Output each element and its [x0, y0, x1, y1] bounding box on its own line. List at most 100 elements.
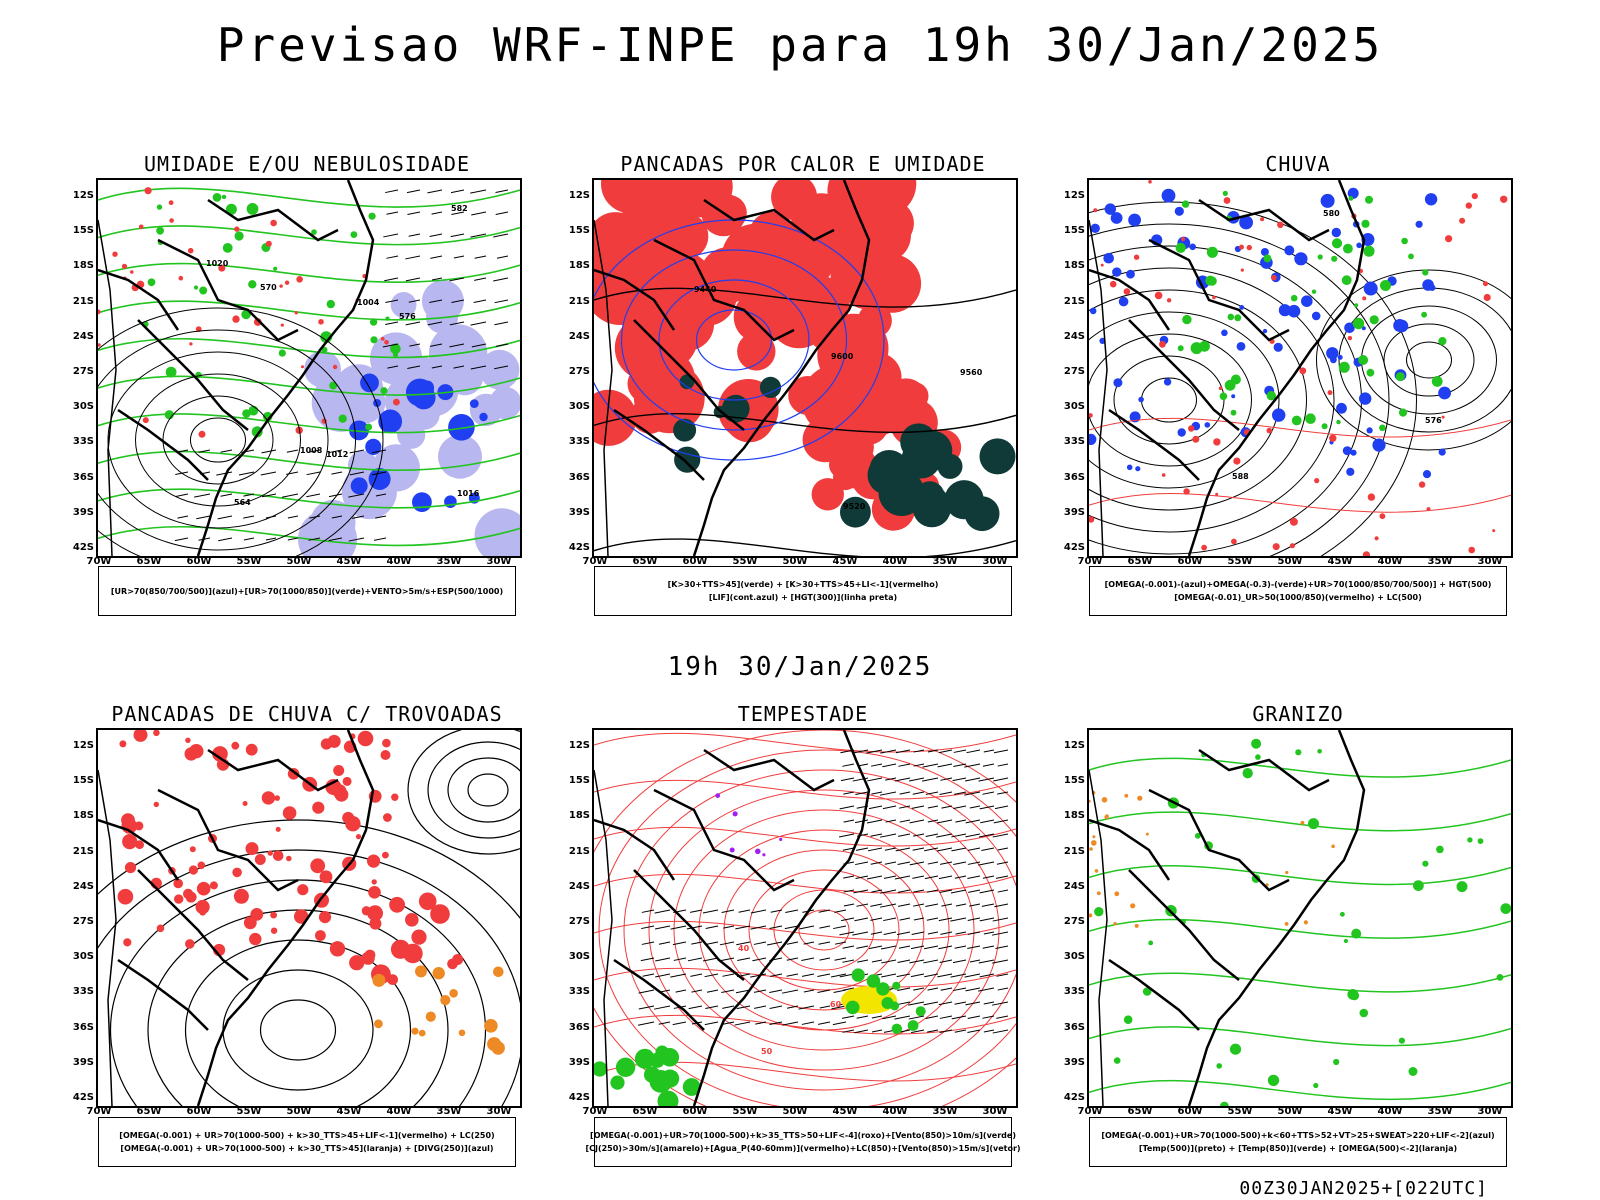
- wind-vector: [430, 255, 443, 259]
- wind-vector: [854, 917, 869, 922]
- wind-vector: [927, 819, 939, 823]
- latitude-label: 12S: [568, 740, 590, 751]
- panel-legend: [OMEGA(-0.001)+UR>70(1000-500)+k>35_TTS>…: [585, 1117, 1021, 1167]
- pressure-contour: [98, 329, 356, 551]
- latitude-label: 21S: [568, 295, 590, 307]
- omega-strong-area: [1227, 313, 1235, 321]
- omega-500-area: [1331, 844, 1335, 849]
- west-coastline: [1089, 769, 1108, 1106]
- longitude-label: 30W: [1477, 556, 1503, 567]
- thunderstorm-area: [275, 826, 281, 832]
- instability-area: [594, 389, 637, 446]
- hgt-contour: [1383, 323, 1475, 397]
- wind-vector: [286, 471, 299, 475]
- rain-area: [1148, 180, 1152, 184]
- wind-vector: [786, 941, 799, 945]
- humidity-patch: [365, 423, 373, 431]
- rain-area: [1266, 427, 1273, 434]
- thickness-patch: [380, 337, 385, 341]
- wind-vector: [883, 931, 897, 935]
- latitude-label: 24S: [568, 880, 590, 892]
- omega-500-area: [1145, 832, 1149, 836]
- state-border: [137, 869, 249, 981]
- wind-vector: [978, 777, 995, 782]
- severe-storm-area: [762, 853, 766, 857]
- rain-area: [1468, 546, 1475, 554]
- legend-line: [OMEGA(-0.001)+UR>70(1000-500)+k<60+TTS>…: [1101, 1131, 1495, 1140]
- humidity-patch: [338, 414, 347, 423]
- thunderstorm-area: [249, 932, 262, 946]
- wind-vector: [992, 959, 1009, 964]
- wind-vector: [897, 889, 911, 893]
- wind-vector: [952, 777, 967, 782]
- wind-vector: [306, 493, 321, 498]
- omega-area: [1438, 448, 1446, 456]
- pressure-contour: [135, 373, 301, 507]
- wind-vector: [451, 299, 465, 304]
- wind-vector: [831, 1005, 847, 1010]
- wind-vector: [964, 763, 981, 768]
- wind-vector: [655, 957, 671, 962]
- rain-area: [1213, 438, 1221, 446]
- wind-vector: [927, 1029, 939, 1033]
- thunderstorm-area: [297, 884, 309, 896]
- rain-area: [1231, 538, 1237, 545]
- humidity-patch: [147, 278, 156, 287]
- forecast-map-panel: 9600 9520 9560 9440: [592, 178, 1018, 558]
- wind-vector: [927, 749, 939, 753]
- state-border: [1089, 268, 1171, 331]
- wind-vector: [923, 945, 939, 950]
- omega-strong-area: [1175, 242, 1186, 253]
- latitude-label: 42S: [568, 1092, 590, 1103]
- thunderstorm-area: [197, 861, 206, 870]
- wind-vector: [803, 989, 815, 993]
- wind-vector: [996, 861, 1009, 865]
- wind-vector: [375, 515, 387, 519]
- thunderstorm-area: [173, 878, 183, 889]
- wind-vector: [449, 277, 465, 282]
- wind-vector: [705, 925, 719, 929]
- wind-vector: [641, 909, 655, 913]
- wind-vector: [722, 1005, 735, 1009]
- omega-500-area: [1303, 920, 1308, 925]
- wind-vector: [909, 777, 925, 782]
- state-border: [1198, 748, 1330, 792]
- omega-strong-area: [1421, 311, 1427, 318]
- wind-vector: [924, 973, 939, 978]
- instability-area: [771, 180, 818, 220]
- wind-vector: [927, 987, 939, 991]
- thunderstorm-area: [382, 738, 391, 748]
- wind-vector: [882, 1015, 897, 1020]
- wind-vector: [983, 749, 995, 753]
- humidity-patch: [392, 352, 399, 358]
- wind-vector: [766, 941, 783, 946]
- wind-vector: [799, 925, 815, 930]
- omega-area: [1103, 252, 1114, 264]
- latitude-label: 27S: [1063, 916, 1085, 927]
- wind-vector: [670, 925, 687, 930]
- temp-850-contour: [1089, 972, 1511, 993]
- omega-area: [1239, 305, 1245, 310]
- thickness-patch: [393, 398, 400, 406]
- humidity-patch: [278, 349, 286, 357]
- moisture-area: [840, 496, 871, 528]
- wind-vector: [801, 957, 815, 962]
- hgt-contour: [594, 413, 1016, 434]
- latitude-label: 12S: [1063, 740, 1085, 751]
- omega-strong-area: [1338, 361, 1350, 373]
- omega-area: [1126, 464, 1133, 471]
- wind-vector: [640, 957, 655, 962]
- convective-area: [493, 966, 504, 978]
- state-border: [703, 198, 835, 242]
- wind-vector: [954, 945, 967, 949]
- strong-wind-area: [610, 1075, 625, 1090]
- wind-vector: [913, 889, 925, 893]
- wind-vector: [786, 973, 799, 977]
- wind-vector: [383, 233, 399, 238]
- latitude-label: 21S: [568, 845, 590, 857]
- longitude-label: 30W: [1477, 1106, 1503, 1117]
- streamline: [98, 819, 520, 919]
- longitude-label: 55W: [732, 1106, 758, 1117]
- temp-850-contour: [1089, 918, 1511, 939]
- thickness-patch: [265, 240, 272, 247]
